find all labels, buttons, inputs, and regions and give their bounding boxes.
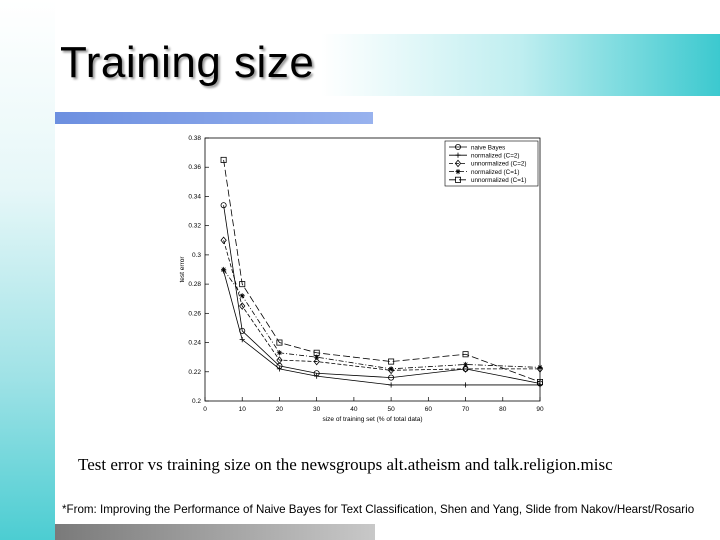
series-4 bbox=[221, 266, 543, 372]
y-tick-label: 0.32 bbox=[188, 223, 201, 230]
legend-entry: normalized (C=1) bbox=[471, 169, 519, 176]
chart-svg: 0 10 20 30 40 50 60 70 80 90 0.2 0.22 0.24 0.26 0.28 0.… bbox=[179, 135, 544, 423]
y-tick-label: 0.38 bbox=[188, 135, 201, 142]
x-tick-label: 70 bbox=[462, 406, 470, 413]
data-point bbox=[388, 366, 394, 372]
y-tick-label: 0.3 bbox=[192, 252, 201, 259]
data-point bbox=[313, 349, 320, 356]
x-tick-label: 30 bbox=[313, 406, 321, 413]
title-gradient-band bbox=[55, 34, 720, 96]
y-axis-label: test error bbox=[179, 256, 186, 283]
data-point bbox=[388, 374, 395, 381]
legend-entry: naive Bayes bbox=[471, 144, 505, 151]
data-point bbox=[537, 364, 543, 370]
data-point bbox=[314, 354, 320, 360]
y-tick-label: 0.24 bbox=[188, 340, 201, 347]
data-point bbox=[454, 176, 461, 183]
data-point bbox=[455, 169, 461, 175]
data-point bbox=[239, 293, 245, 299]
data-point bbox=[276, 366, 283, 372]
data-point bbox=[454, 159, 462, 168]
data-point bbox=[314, 373, 320, 379]
test-error-chart: 0 10 20 30 40 50 60 70 80 90 0.2 0.22 0.24 0.26 0.28 0.… bbox=[170, 128, 560, 426]
y-tick-label: 0.28 bbox=[188, 281, 201, 288]
x-tick-label: 90 bbox=[536, 406, 544, 413]
data-point bbox=[220, 236, 227, 245]
x-tick-label: 10 bbox=[239, 406, 247, 413]
data-point bbox=[462, 365, 469, 373]
data-point bbox=[276, 356, 283, 364]
data-point bbox=[388, 358, 395, 365]
title-underline-bar bbox=[55, 112, 373, 124]
data-point bbox=[239, 337, 245, 343]
y-tick-label: 0.26 bbox=[188, 310, 201, 317]
source-footnote: *From: Improving the Performance of Naiv… bbox=[62, 503, 695, 516]
data-point bbox=[455, 152, 461, 158]
data-point bbox=[276, 339, 283, 346]
x-tick-label: 0 bbox=[203, 406, 207, 413]
y-tick-label: 0.2 bbox=[192, 398, 201, 405]
x-tick-label: 20 bbox=[276, 406, 284, 413]
data-point bbox=[220, 156, 227, 163]
data-point bbox=[239, 302, 246, 310]
data-point bbox=[239, 281, 246, 288]
data-point bbox=[313, 357, 320, 366]
series-line bbox=[223, 240, 540, 371]
data-point bbox=[220, 202, 227, 209]
slide-title: Training size bbox=[60, 38, 315, 87]
y-tick-label: 0.22 bbox=[188, 369, 201, 376]
figure-caption: Test error vs training size on the newsg… bbox=[78, 455, 613, 474]
legend-entry: unnormalized (C=2) bbox=[471, 161, 526, 168]
data-point bbox=[221, 266, 227, 273]
x-tick-label: 40 bbox=[350, 406, 358, 413]
y-tick-label: 0.34 bbox=[188, 193, 201, 200]
left-accent-bar bbox=[0, 0, 55, 540]
series-line bbox=[223, 159, 541, 383]
series-5 bbox=[220, 156, 543, 386]
data-point bbox=[388, 382, 394, 388]
data-point bbox=[454, 143, 461, 150]
legend-entry: unnormalized (C=1) bbox=[471, 177, 526, 184]
data-point bbox=[462, 361, 469, 368]
x-axis-label: size of training set (% of total data) bbox=[322, 416, 422, 423]
x-tick-label: 50 bbox=[387, 406, 395, 413]
data-point bbox=[536, 379, 543, 386]
data-point bbox=[462, 351, 469, 358]
x-tick-label: 60 bbox=[425, 406, 433, 413]
legend-entry: normalized (C=2) bbox=[471, 153, 519, 160]
data-point bbox=[462, 382, 469, 388]
bottom-accent-bar bbox=[55, 524, 375, 540]
x-tick-label: 80 bbox=[499, 406, 507, 413]
data-point bbox=[276, 350, 283, 356]
y-tick-label: 0.36 bbox=[188, 164, 201, 171]
